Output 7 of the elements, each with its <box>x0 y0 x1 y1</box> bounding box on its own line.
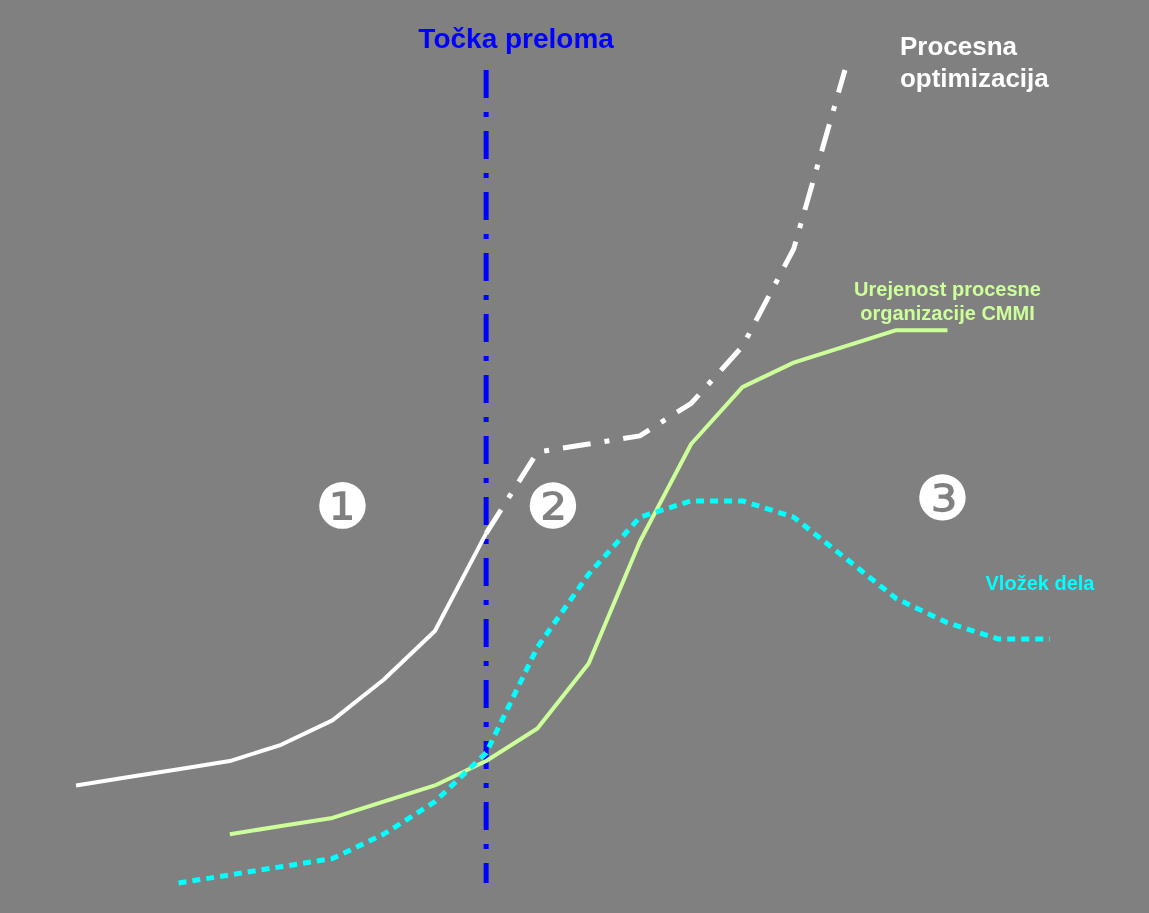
annotation: ❸ <box>914 461 971 535</box>
text: Procesna optimizacija <box>899 31 1050 93</box>
text: Točka preloma <box>418 23 615 54</box>
series-label: Vložek dela <box>985 572 1096 595</box>
series-label: Urejenost procesne organizacije CMMI <box>854 278 1041 325</box>
annotation: ❷ <box>524 470 581 544</box>
annotation: ❶ <box>314 470 371 544</box>
